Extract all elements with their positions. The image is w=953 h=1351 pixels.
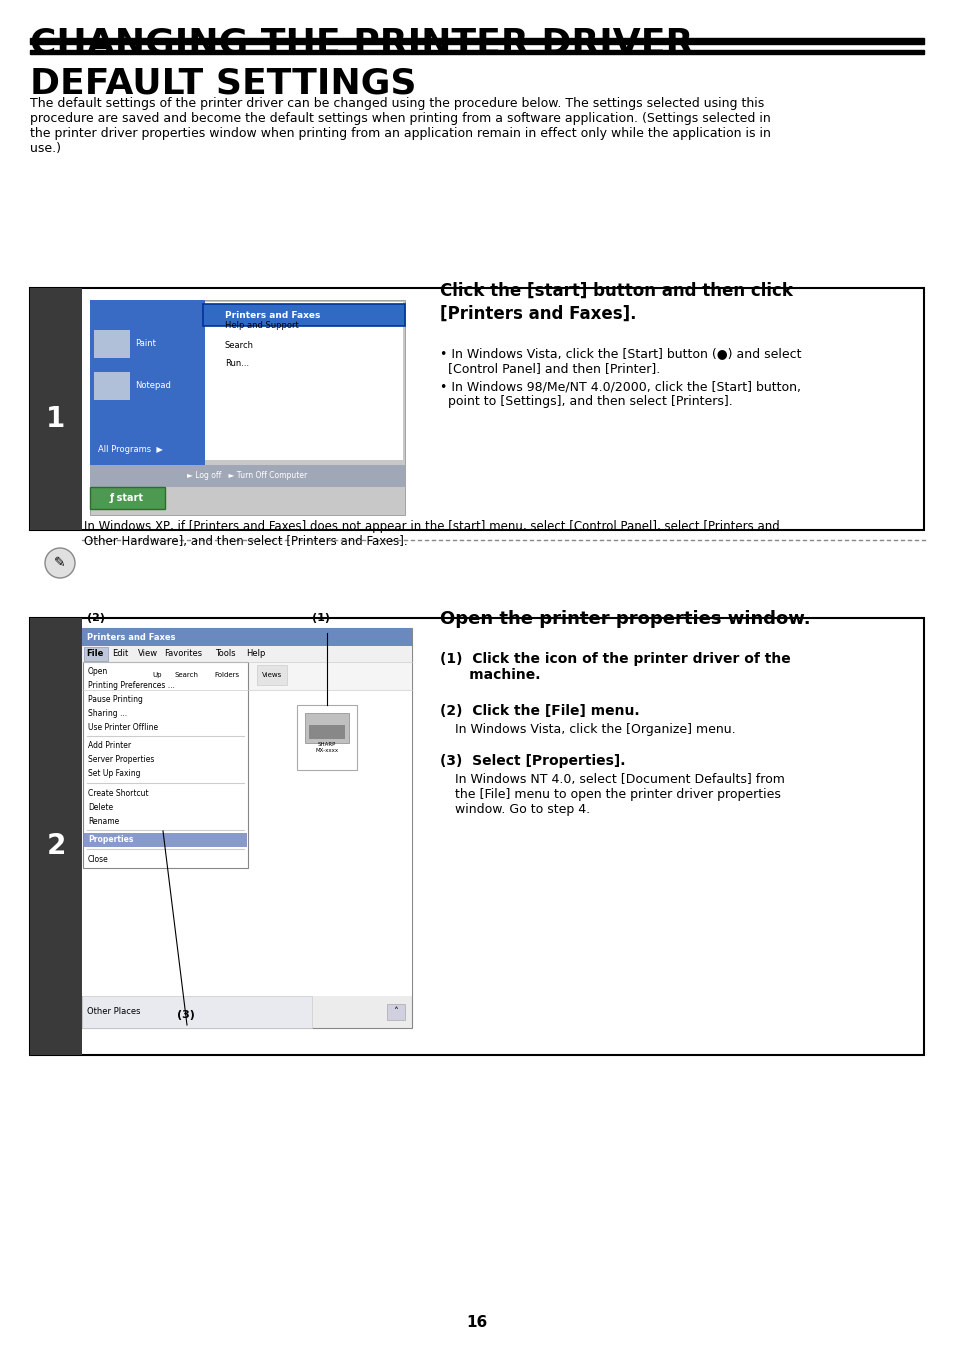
Bar bbox=[82, 646, 412, 662]
Bar bbox=[90, 486, 165, 509]
Text: Pause Printing: Pause Printing bbox=[88, 694, 143, 704]
Bar bbox=[305, 713, 349, 743]
Bar bbox=[256, 665, 287, 685]
Text: 16: 16 bbox=[466, 1315, 487, 1329]
Bar bbox=[82, 628, 412, 646]
Text: Sharing ...: Sharing ... bbox=[88, 708, 127, 717]
Text: File: File bbox=[86, 650, 103, 658]
Text: Up: Up bbox=[152, 671, 162, 678]
Text: 2: 2 bbox=[47, 832, 66, 861]
Text: window. Go to step 4.: window. Go to step 4. bbox=[455, 802, 590, 816]
Text: Tools: Tools bbox=[214, 650, 235, 658]
Text: Delete: Delete bbox=[88, 802, 113, 812]
Text: All Programs  ▶: All Programs ▶ bbox=[98, 446, 163, 454]
Text: Use Printer Offline: Use Printer Offline bbox=[88, 723, 158, 731]
Text: In Windows Vista, click the [Organize] menu.: In Windows Vista, click the [Organize] m… bbox=[455, 723, 735, 736]
Text: Properties: Properties bbox=[88, 835, 133, 844]
Bar bbox=[82, 662, 412, 690]
Text: (1)  Click the icon of the printer driver of the: (1) Click the icon of the printer driver… bbox=[439, 653, 790, 666]
Bar bbox=[203, 304, 405, 326]
Bar bbox=[30, 617, 82, 1055]
Bar bbox=[90, 465, 405, 486]
Text: point to [Settings], and then select [Printers].: point to [Settings], and then select [Pr… bbox=[439, 394, 732, 408]
Bar bbox=[387, 1004, 405, 1020]
Bar bbox=[212, 665, 242, 685]
Text: Printing Preferences ...: Printing Preferences ... bbox=[88, 681, 174, 689]
Text: Set Up Faxing: Set Up Faxing bbox=[88, 770, 140, 778]
Text: Close: Close bbox=[88, 854, 109, 863]
Text: SHARP
MX-xxxx: SHARP MX-xxxx bbox=[315, 742, 338, 753]
Circle shape bbox=[45, 549, 75, 578]
Text: Other Places: Other Places bbox=[87, 1008, 140, 1016]
Text: ► Log off   ► Turn Off Computer: ► Log off ► Turn Off Computer bbox=[187, 471, 307, 481]
Bar bbox=[309, 725, 345, 739]
Text: • In Windows Vista, click the [Start] button (●) and select: • In Windows Vista, click the [Start] bu… bbox=[439, 347, 801, 359]
Text: • In Windows 98/Me/NT 4.0/2000, click the [Start] button,: • In Windows 98/Me/NT 4.0/2000, click th… bbox=[439, 380, 801, 393]
Text: Click the [start] button and then click: Click the [start] button and then click bbox=[439, 282, 792, 300]
Text: [Control Panel] and then [Printer].: [Control Panel] and then [Printer]. bbox=[439, 362, 659, 376]
Text: (1): (1) bbox=[312, 613, 330, 623]
Text: Rename: Rename bbox=[88, 816, 119, 825]
Text: Create Shortcut: Create Shortcut bbox=[88, 789, 149, 797]
Text: (3): (3) bbox=[177, 1011, 194, 1020]
Text: Notepad: Notepad bbox=[135, 381, 171, 390]
Bar bbox=[30, 288, 82, 530]
Text: [Printers and Faxes].: [Printers and Faxes]. bbox=[439, 305, 636, 323]
Bar bbox=[90, 300, 205, 486]
Text: machine.: machine. bbox=[439, 667, 540, 682]
Text: Run...: Run... bbox=[225, 359, 249, 367]
Text: Favorites: Favorites bbox=[164, 650, 202, 658]
Bar bbox=[82, 996, 312, 1028]
Bar bbox=[83, 662, 248, 867]
Text: DEFAULT SETTINGS: DEFAULT SETTINGS bbox=[30, 66, 416, 100]
Bar bbox=[30, 50, 923, 54]
Text: Help and Support: Help and Support bbox=[225, 322, 298, 330]
Bar bbox=[94, 440, 201, 459]
Text: Help: Help bbox=[246, 650, 265, 658]
Bar bbox=[30, 38, 923, 45]
Text: The default settings of the printer driver can be changed using the procedure be: The default settings of the printer driv… bbox=[30, 97, 770, 155]
Text: Search: Search bbox=[225, 340, 253, 350]
Text: Printers and Faxes: Printers and Faxes bbox=[87, 632, 175, 642]
Bar bbox=[205, 303, 402, 459]
Text: View: View bbox=[138, 650, 158, 658]
Text: CHANGING THE PRINTER DRIVER: CHANGING THE PRINTER DRIVER bbox=[30, 26, 693, 59]
Text: (3)  Select [Properties].: (3) Select [Properties]. bbox=[439, 754, 625, 767]
Bar bbox=[30, 288, 923, 530]
Text: Add Printer: Add Printer bbox=[88, 742, 131, 751]
Text: ƒ start: ƒ start bbox=[110, 493, 144, 503]
Text: Edit: Edit bbox=[112, 650, 128, 658]
Bar bbox=[94, 330, 130, 358]
Text: Views: Views bbox=[262, 671, 282, 678]
Bar bbox=[296, 705, 356, 770]
Text: Server Properties: Server Properties bbox=[88, 755, 154, 765]
Text: Paint: Paint bbox=[135, 339, 155, 349]
Text: ✎: ✎ bbox=[54, 557, 66, 570]
Text: (2)  Click the [File] menu.: (2) Click the [File] menu. bbox=[439, 704, 639, 717]
Text: 1: 1 bbox=[47, 405, 66, 434]
Text: In Windows XP, if [Printers and Faxes] does not appear in the [start] menu, sele: In Windows XP, if [Printers and Faxes] d… bbox=[84, 520, 779, 549]
Text: In Windows NT 4.0, select [Document Defaults] from: In Windows NT 4.0, select [Document Defa… bbox=[455, 773, 784, 786]
Bar bbox=[82, 690, 412, 996]
Bar bbox=[84, 834, 247, 847]
Bar bbox=[90, 300, 405, 515]
Bar bbox=[84, 647, 108, 661]
Bar bbox=[142, 665, 172, 685]
Bar bbox=[30, 617, 923, 1055]
Text: the [File] menu to open the printer driver properties: the [File] menu to open the printer driv… bbox=[455, 788, 781, 801]
Text: ˄: ˄ bbox=[394, 1006, 398, 1017]
Bar bbox=[94, 372, 130, 400]
Bar bbox=[172, 665, 202, 685]
Text: Search: Search bbox=[174, 671, 199, 678]
Text: Open the printer properties window.: Open the printer properties window. bbox=[439, 611, 810, 628]
Bar bbox=[82, 628, 412, 1028]
Text: (2): (2) bbox=[87, 613, 105, 623]
Text: Printers and Faxes: Printers and Faxes bbox=[225, 311, 320, 319]
Text: Folders: Folders bbox=[214, 671, 239, 678]
Text: Open: Open bbox=[88, 666, 108, 676]
